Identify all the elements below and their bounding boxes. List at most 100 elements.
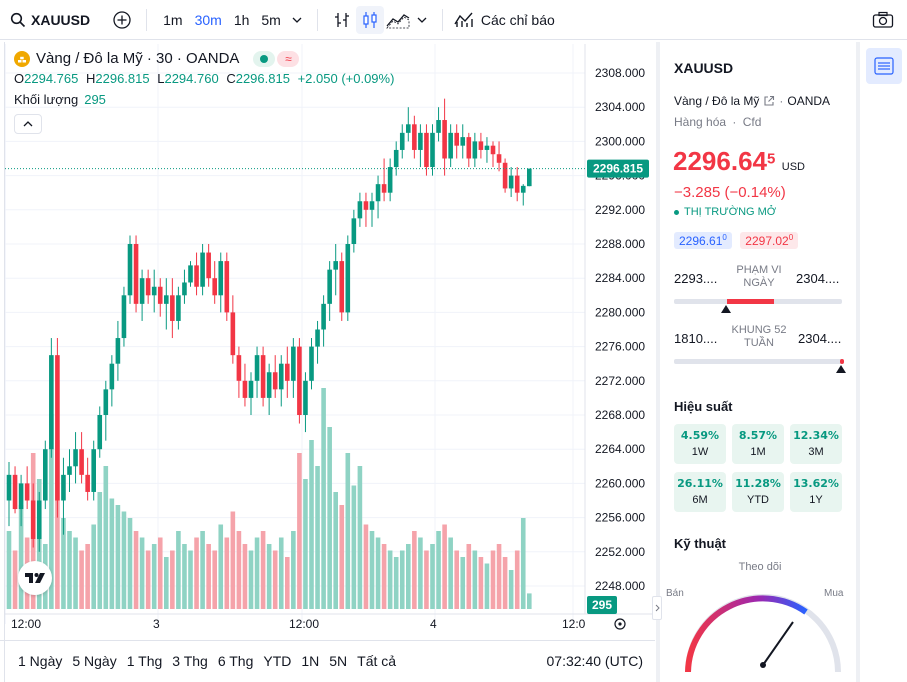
price-tick-label: 2304.000 (595, 100, 645, 114)
perf-1m[interactable]: 8.57% 1M (732, 424, 784, 464)
range-1m[interactable]: 1 Thg (126, 652, 163, 669)
candle-body (412, 124, 417, 150)
volume-bar (73, 537, 78, 609)
market-open-dot (253, 50, 276, 67)
volume-bar (176, 531, 181, 609)
price-tick-label: 2308.000 (595, 66, 645, 80)
utc-clock[interactable]: 07:32:40 (UTC) (546, 652, 643, 669)
gear-icon[interactable] (614, 618, 626, 630)
bar-chart-type-button[interactable] (328, 6, 356, 34)
volume-bar (460, 557, 466, 609)
perf-6m[interactable]: 26.11% 6M (674, 472, 726, 512)
price-tick-label: 2292.000 (595, 203, 645, 217)
candle-body (6, 474, 12, 501)
volume-bar (91, 524, 96, 609)
details-symbol[interactable]: XAUUSD (674, 60, 734, 76)
range-1d[interactable]: 1 Ngày (18, 652, 63, 669)
perf-ytd[interactable]: 11.28% YTD (732, 472, 784, 512)
candle-body (206, 252, 211, 279)
date-range-bar: 1 Ngày 5 Ngày 1 Thg 3 Thg 6 Thg YTD 1N 5… (0, 640, 655, 680)
candles-chart-type-button[interactable] (355, 5, 384, 34)
candle-body (460, 137, 466, 146)
screenshot-button[interactable] (869, 6, 897, 34)
technicals-gauge[interactable] (678, 582, 848, 682)
candle-body (236, 355, 242, 381)
candle-body (472, 141, 478, 159)
chevron-up-icon (23, 121, 33, 127)
candle-body (448, 132, 453, 159)
volume-bar (527, 593, 532, 609)
candle-body (73, 449, 78, 467)
watchlist-button[interactable] (866, 48, 902, 84)
chart-type-dropdown[interactable] (412, 6, 432, 34)
timeframe-5m[interactable]: 5m (261, 11, 281, 28)
volume-bar (399, 550, 405, 609)
chevron-down-icon (417, 17, 427, 23)
delayed-data-badge[interactable]: ≈ (277, 50, 300, 67)
collapse-legend-button[interactable] (14, 114, 42, 134)
volume-bar (272, 550, 278, 609)
compare-symbol-button[interactable] (108, 6, 136, 34)
bid-price[interactable]: 2296.610 (674, 232, 732, 249)
range-5y[interactable]: 5N (329, 652, 348, 669)
add-circle-icon (113, 10, 131, 29)
candle-body (466, 137, 472, 159)
range-3m[interactable]: 3 Thg (172, 652, 208, 669)
symbol-search-button[interactable]: XAUUSD (0, 0, 90, 40)
timeframe-1h[interactable]: 1h (233, 11, 250, 28)
timeframe-1m[interactable]: 1m (163, 11, 183, 28)
volume-bar (309, 440, 314, 609)
indicators-button[interactable]: Các chỉ báo (453, 0, 555, 40)
range-5d[interactable]: 5 Ngày (72, 652, 117, 669)
ask-price[interactable]: 2297.020 (740, 232, 799, 249)
perf-1y[interactable]: 13.62% 1Y (790, 472, 842, 512)
volume-bar (406, 544, 411, 609)
candle-body (496, 154, 502, 163)
candle-body (514, 175, 520, 193)
range-ytd[interactable]: YTD (263, 652, 292, 669)
volume-bar (242, 544, 248, 609)
volume-bar (164, 557, 169, 609)
collapse-panel-handle[interactable] (652, 596, 662, 620)
range-6m[interactable]: 6 Thg (217, 652, 254, 669)
details-price-last-digit: 5 (766, 150, 776, 168)
chevron-down-icon (292, 17, 302, 23)
candle-body (321, 303, 326, 330)
candle-body (454, 132, 459, 146)
perf-1w[interactable]: 4.59% 1W (674, 424, 726, 464)
candle-body (212, 278, 217, 296)
candle-body (36, 500, 42, 539)
price-chart[interactable]: 2308.0002304.0002300.0002296.0002292.000… (5, 44, 653, 634)
technicals-title: Kỹ thuật (674, 536, 726, 551)
volume-bar (61, 518, 66, 609)
candle-body (387, 167, 393, 193)
gold-symbol-icon (14, 50, 30, 67)
details-description[interactable]: Vàng / Đô la Mỹ (674, 94, 760, 108)
candle-body (18, 483, 24, 510)
perf-3m[interactable]: 12.34% 3M (790, 424, 842, 464)
candle-body (79, 449, 84, 475)
area-chart-type-button[interactable] (384, 6, 412, 34)
timeframe-dropdown[interactable] (287, 6, 307, 34)
volume-tag-label: 295 (592, 598, 612, 612)
time-tick-label: 12:00 (11, 617, 41, 631)
volume-bar (254, 537, 260, 609)
timeframe-30m[interactable]: 30m (194, 11, 222, 28)
tradingview-logo[interactable] (18, 561, 52, 595)
details-exchange: OANDA (787, 94, 831, 108)
price-tick-label: 2264.000 (595, 442, 645, 456)
candle-body (176, 295, 181, 321)
volume-bar (375, 537, 381, 609)
volume-value: 295 (84, 92, 106, 107)
volume-bar (502, 557, 508, 609)
external-link-icon[interactable] (763, 95, 775, 107)
details-description-row: Vàng / Đô la Mỹ · OANDA (674, 94, 831, 108)
range-1y[interactable]: 1N (301, 652, 320, 669)
range-all[interactable]: Tất cả (357, 652, 397, 669)
volume-bar (357, 466, 363, 609)
volume-bar (151, 544, 157, 609)
volume-bar (484, 563, 490, 609)
market-status: THỊ TRƯỜNG MỞ (674, 206, 776, 218)
candle-body (527, 168, 532, 187)
candlestick-icon (363, 11, 377, 28)
